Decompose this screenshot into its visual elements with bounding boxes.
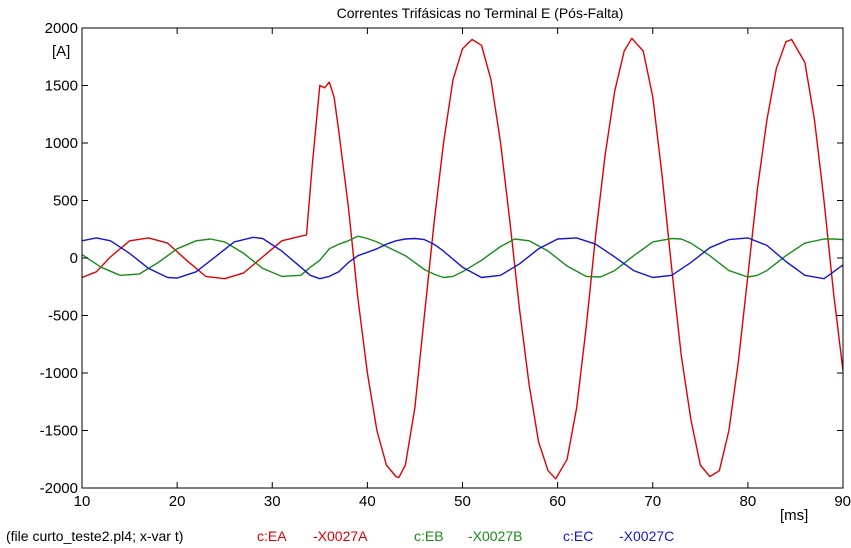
legend-label-ec: c:EC: [563, 528, 593, 544]
y-tick-label: 2000: [45, 20, 78, 37]
y-tick-label: -500: [48, 308, 78, 325]
x-tick-label: 30: [264, 493, 281, 510]
series-line-ec: [81, 236, 844, 280]
legend-node-ec: -X0027C: [619, 528, 674, 544]
series-line-eb: [81, 235, 844, 279]
file-info-text: (file curto_teste2.pl4; x-var t): [6, 528, 183, 544]
x-axis-label: [ms]: [780, 507, 808, 524]
y-tick-label: -2000: [40, 480, 78, 497]
legend: (file curto_teste2.pl4; x-var t) c:EA -X…: [6, 528, 674, 544]
y-tick-label: 1000: [45, 135, 78, 152]
x-tick-label: 70: [644, 493, 661, 510]
x-tick-label: 10: [74, 493, 91, 510]
legend-label-ea: c:EA: [257, 528, 287, 544]
x-tick-label: 90: [834, 493, 851, 510]
y-tick-label: -1500: [40, 423, 78, 440]
y-tick-label: 0: [70, 250, 78, 267]
legend-label-eb: c:EB: [414, 528, 444, 544]
x-tick-label: 80: [740, 493, 757, 510]
y-tick-label: 500: [53, 193, 78, 210]
x-tick-label: 40: [359, 493, 376, 510]
y-axis-label: [A]: [52, 43, 70, 60]
series-layer: [81, 37, 844, 480]
x-tick-label: 50: [454, 493, 471, 510]
y-tick-label: -1000: [40, 365, 78, 382]
x-tick-label: 60: [549, 493, 566, 510]
series-line-ea: [81, 37, 844, 480]
legend-node-ea: -X0027A: [313, 528, 368, 544]
legend-node-eb: -X0027B: [468, 528, 522, 544]
x-tick-label: 20: [169, 493, 186, 510]
chart-title: Correntes Trifásicas no Terminal E (Pós-…: [337, 5, 624, 21]
plot-area-frame: [81, 27, 844, 489]
y-tick-label: 1500: [45, 78, 78, 95]
